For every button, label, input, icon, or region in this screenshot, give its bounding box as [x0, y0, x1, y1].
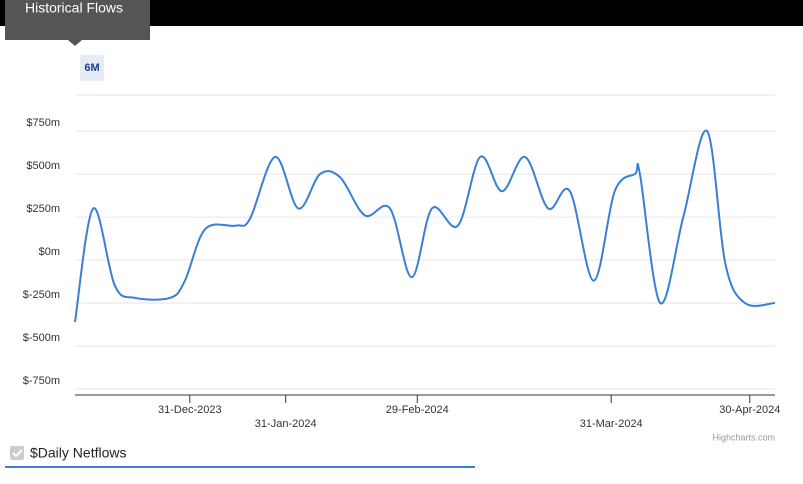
- range-button-label[interactable]: 6M: [84, 62, 99, 74]
- title: Historical Flows: [25, 0, 123, 16]
- title-tab: [5, 0, 150, 40]
- legend-check: [12, 449, 23, 458]
- y-tick-label: $750m: [26, 117, 60, 129]
- y-tick-label: $250m: [26, 203, 60, 215]
- y-tick-label: $-500m: [23, 332, 60, 344]
- y-tick-label: $500m: [26, 160, 60, 172]
- x-tick-label: 31-Jan-2024: [255, 418, 317, 430]
- y-tick-label: $-750m: [23, 375, 60, 387]
- legend-label[interactable]: $Daily Netflows: [30, 445, 126, 461]
- y-tick-label: $0m: [39, 246, 60, 258]
- legend-checkbox[interactable]: [10, 446, 24, 460]
- credits[interactable]: Highcharts.com: [712, 432, 775, 442]
- y-tick-label: $-250m: [23, 289, 60, 301]
- x-tick-label: 31-Mar-2024: [580, 418, 643, 430]
- range-button[interactable]: [80, 55, 104, 81]
- x-tick-label: 29-Feb-2024: [386, 404, 449, 416]
- x-tick-label: 30-Apr-2024: [719, 404, 780, 416]
- title-pointer: [68, 40, 82, 46]
- x-tick-label: 31-Dec-2023: [158, 404, 222, 416]
- line: [74, 129, 776, 323]
